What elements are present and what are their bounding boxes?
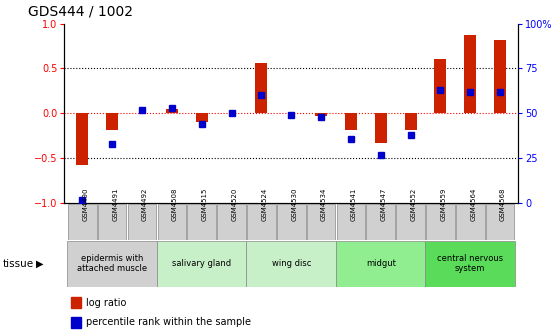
Bar — [71, 297, 81, 308]
FancyBboxPatch shape — [396, 204, 425, 240]
FancyBboxPatch shape — [366, 204, 395, 240]
Text: GSM4515: GSM4515 — [202, 188, 208, 221]
Text: GSM4534: GSM4534 — [321, 188, 327, 221]
FancyBboxPatch shape — [426, 241, 515, 287]
Text: percentile rank within the sample: percentile rank within the sample — [86, 317, 251, 327]
FancyBboxPatch shape — [337, 204, 365, 240]
Text: central nervous
system: central nervous system — [437, 254, 503, 274]
Text: wing disc: wing disc — [272, 259, 311, 268]
FancyBboxPatch shape — [486, 204, 515, 240]
Bar — [375, 114, 387, 143]
Text: GSM4552: GSM4552 — [410, 188, 417, 221]
Text: salivary gland: salivary gland — [172, 259, 231, 268]
Text: GSM4564: GSM4564 — [470, 188, 476, 221]
FancyBboxPatch shape — [277, 204, 306, 240]
Text: ▶: ▶ — [36, 259, 44, 269]
FancyBboxPatch shape — [336, 241, 426, 287]
Bar — [315, 114, 327, 116]
Text: GDS444 / 1002: GDS444 / 1002 — [28, 5, 133, 19]
Text: midgut: midgut — [366, 259, 396, 268]
Bar — [76, 114, 88, 165]
Bar — [404, 114, 417, 130]
Text: epidermis with
attached muscle: epidermis with attached muscle — [77, 254, 147, 274]
FancyBboxPatch shape — [157, 204, 186, 240]
Bar — [166, 109, 178, 114]
FancyBboxPatch shape — [247, 204, 276, 240]
FancyBboxPatch shape — [246, 241, 336, 287]
Text: GSM4541: GSM4541 — [351, 188, 357, 221]
Text: tissue: tissue — [3, 259, 34, 269]
FancyBboxPatch shape — [456, 204, 484, 240]
Bar — [106, 114, 118, 130]
Text: GSM4490: GSM4490 — [82, 187, 88, 221]
Bar — [195, 114, 208, 122]
Text: GSM4520: GSM4520 — [231, 188, 237, 221]
Text: log ratio: log ratio — [86, 298, 127, 308]
Text: GSM4492: GSM4492 — [142, 188, 148, 221]
Bar — [435, 59, 446, 114]
Bar — [71, 317, 81, 328]
FancyBboxPatch shape — [68, 204, 97, 240]
Bar — [255, 63, 267, 114]
Text: GSM4559: GSM4559 — [440, 188, 446, 221]
FancyBboxPatch shape — [98, 204, 127, 240]
FancyBboxPatch shape — [128, 204, 156, 240]
FancyBboxPatch shape — [157, 241, 246, 287]
Text: GSM4524: GSM4524 — [262, 188, 267, 221]
FancyBboxPatch shape — [307, 204, 335, 240]
FancyBboxPatch shape — [188, 204, 216, 240]
Bar — [494, 40, 506, 114]
Text: GSM4568: GSM4568 — [500, 187, 506, 221]
Bar — [464, 35, 476, 114]
Text: GSM4491: GSM4491 — [112, 187, 118, 221]
Bar — [345, 114, 357, 130]
FancyBboxPatch shape — [67, 241, 157, 287]
FancyBboxPatch shape — [217, 204, 246, 240]
Text: GSM4547: GSM4547 — [381, 188, 387, 221]
Text: GSM4530: GSM4530 — [291, 187, 297, 221]
FancyBboxPatch shape — [426, 204, 455, 240]
Text: GSM4508: GSM4508 — [172, 187, 178, 221]
